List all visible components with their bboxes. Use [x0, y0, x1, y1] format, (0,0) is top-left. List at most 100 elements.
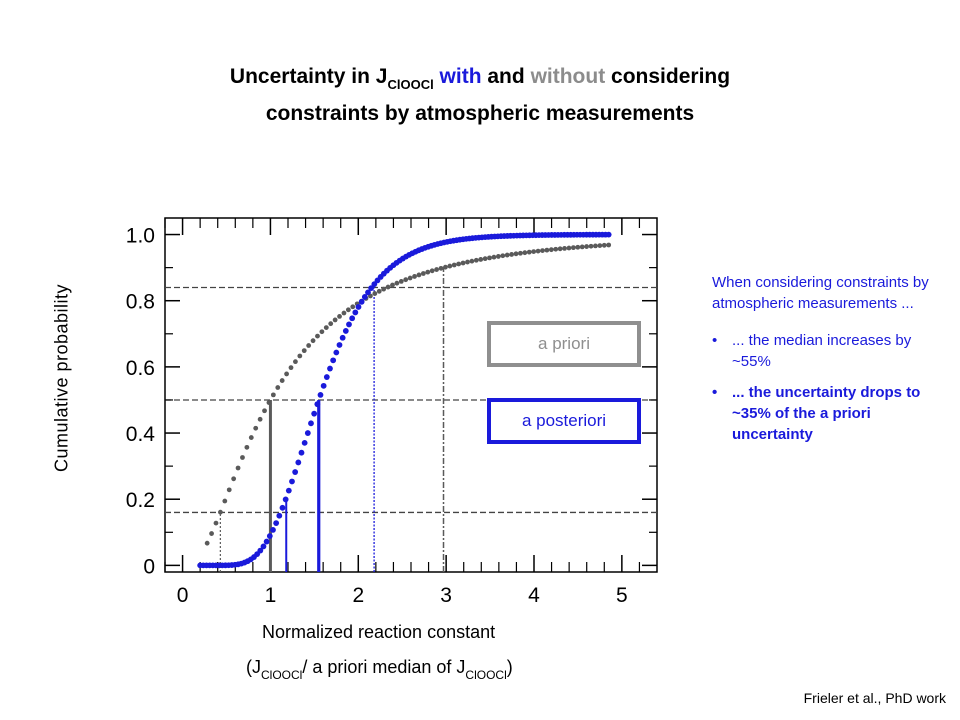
a-priori-point — [566, 245, 572, 251]
x-tick-label: 2 — [352, 584, 364, 607]
a-priori-point — [323, 325, 329, 330]
a-priori-point — [420, 271, 426, 276]
a-priori-point — [403, 277, 409, 283]
a-posteriori-point — [298, 449, 305, 456]
x-tick-label: 4 — [528, 584, 540, 607]
a-priori-point — [297, 353, 303, 359]
a-priori-point — [270, 392, 276, 398]
a-priori-point — [593, 243, 598, 249]
a-posteriori-point — [266, 533, 273, 539]
a-priori-point — [460, 260, 466, 266]
a-priori-point — [557, 246, 563, 252]
a-posteriori-point — [292, 469, 299, 475]
a-posteriori-point — [339, 334, 346, 341]
y-tick-label: 0.2 — [126, 489, 155, 512]
x-tick-label: 1 — [265, 584, 277, 607]
xlabel-open: (J — [246, 657, 261, 677]
a-priori-point — [540, 248, 545, 254]
a-posteriori-point — [295, 459, 302, 466]
a-priori-point — [491, 254, 497, 260]
a-posteriori-point — [260, 543, 267, 550]
y-tick-label: 1.0 — [126, 225, 155, 248]
credit-text: Frieler et al., PhD work — [803, 690, 946, 706]
a-priori-point — [337, 313, 342, 319]
a-posteriori-point — [304, 430, 311, 436]
a-priori-point — [213, 520, 219, 526]
a-priori-point — [398, 278, 404, 284]
a-priori-point — [288, 365, 294, 371]
a-priori-point — [447, 263, 453, 269]
y-tick-label: 0 — [143, 555, 155, 578]
page-title: Uncertainty in JClOOCl with and without … — [0, 62, 960, 128]
a-priori-point — [597, 243, 603, 248]
a-posteriori-point — [317, 391, 324, 398]
a-priori-point — [257, 416, 263, 422]
title-without-word: without — [530, 65, 606, 88]
a-priori-point — [218, 509, 223, 515]
a-posteriori-point — [311, 410, 318, 417]
a-priori-point — [513, 251, 519, 257]
a-priori-point — [522, 250, 528, 256]
a-priori-point — [306, 343, 312, 348]
a-priori-point — [253, 425, 259, 431]
legend-a-priori: a priori — [487, 321, 641, 367]
a-priori-point — [248, 435, 254, 440]
a-priori-point — [407, 275, 413, 281]
a-priori-point — [284, 371, 289, 377]
notes-panel: When considering constraints by atmosphe… — [712, 272, 942, 455]
data-points — [197, 231, 612, 569]
a-priori-point — [570, 245, 576, 251]
a-posteriori-point — [361, 294, 368, 300]
a-priori-point — [262, 408, 267, 414]
y-tick-label: 0.6 — [126, 357, 155, 380]
y-tick-label: 0.4 — [126, 423, 156, 446]
quantile-markers — [219, 267, 445, 572]
a-priori-point — [390, 282, 395, 288]
a-priori-point — [535, 248, 541, 254]
a-priori-point — [478, 257, 484, 262]
title-and-word: and — [481, 65, 531, 88]
a-posteriori-point — [320, 382, 327, 389]
a-priori-point — [350, 304, 356, 310]
a-priori-point — [394, 280, 400, 286]
bullet-2-text: ... the uncertainty drops to ~35% of the… — [732, 384, 921, 443]
a-priori-point — [469, 258, 475, 264]
a-posteriori-point — [257, 547, 264, 554]
a-posteriori-point — [314, 401, 321, 408]
a-priori-point — [332, 317, 338, 323]
bullet-dot: • — [712, 384, 718, 401]
a-priori-point — [328, 321, 334, 327]
a-posteriori-point — [368, 285, 375, 292]
a-posteriori-point — [365, 289, 371, 296]
a-priori-point — [301, 348, 307, 354]
a-priori-point — [275, 385, 281, 390]
a-priori-point — [319, 329, 325, 335]
a-priori-point — [584, 244, 590, 249]
a-priori-point — [482, 256, 488, 262]
a-posteriori-point — [355, 304, 362, 310]
a-posteriori-point — [336, 342, 343, 348]
a-posteriori-point — [352, 309, 359, 316]
a-priori-point — [465, 259, 470, 265]
tick-labels: 0 1 2 3 4 5 0 0.2 0.4 0.6 0.8 1.0 — [126, 225, 628, 607]
a-priori-point — [509, 252, 515, 257]
a-priori-point — [434, 267, 440, 272]
a-posteriori-point — [308, 420, 314, 427]
a-priori-point — [438, 265, 444, 271]
a-posteriori-point — [330, 357, 337, 364]
a-priori-point — [548, 247, 554, 253]
a-priori-point — [416, 272, 422, 278]
a-priori-point — [588, 243, 594, 249]
a-priori-point — [222, 498, 228, 504]
a-priori-point — [553, 246, 559, 252]
a-priori-point — [385, 284, 391, 290]
a-posteriori-point — [342, 328, 349, 334]
a-priori-point — [495, 254, 501, 259]
x-tick-label: 0 — [177, 584, 189, 607]
title-text: Uncertainty in J — [229, 65, 388, 88]
a-priori-point — [425, 269, 431, 275]
x-axis-label-line-1: Normalized reaction constant — [262, 622, 496, 642]
a-posteriori-point — [349, 315, 356, 322]
a-priori-point — [473, 257, 479, 263]
a-priori-point — [235, 465, 241, 471]
